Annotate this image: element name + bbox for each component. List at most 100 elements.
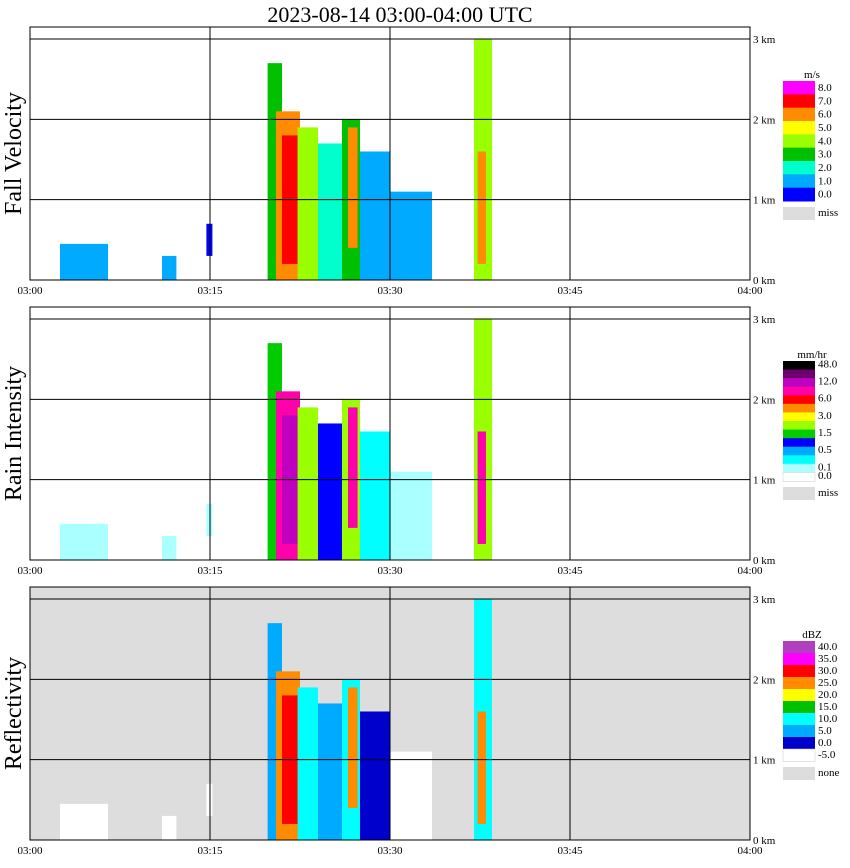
legend-swatch-1-2 <box>783 378 815 388</box>
data-cell-0-10 <box>360 151 390 280</box>
x-tick-label-2-4: 04:00 <box>737 845 763 857</box>
plot-frame-2 <box>29 586 751 841</box>
legend-label-2-2: 30.0 <box>818 665 838 677</box>
x-tick-label-0-0: 03:00 <box>17 285 43 297</box>
legend-label-2-6: 10.0 <box>818 713 838 725</box>
y-tick-label-2-2: 2 km <box>753 674 776 686</box>
legend-swatch-2-4 <box>783 689 815 702</box>
data-cell-1-1 <box>162 535 177 560</box>
legend-swatch-0-5 <box>783 147 815 162</box>
data-cell-2-0 <box>60 803 108 840</box>
legend-swatch-2-1 <box>783 653 815 666</box>
data-cell-2-2 <box>206 783 213 816</box>
legend-swatch-1-7 <box>783 421 815 431</box>
x-tick-label-1-0: 03:00 <box>17 565 43 577</box>
data-cell-0-11 <box>390 191 432 280</box>
legend-label-2-8: 0.0 <box>818 737 832 749</box>
data-cell-2-10 <box>360 711 390 840</box>
legend-swatch-0-4 <box>783 134 815 149</box>
data-cell-1-11 <box>390 471 432 560</box>
legend-label-2-0: 40.0 <box>818 641 838 653</box>
legend-label-1-2: 12.0 <box>818 376 838 388</box>
legend-swatch-1-1 <box>783 369 815 379</box>
legend-swatch-2-3 <box>783 677 815 690</box>
plot-frame-0 <box>29 26 751 281</box>
legend-label-1-10: 0.5 <box>818 444 832 456</box>
data-cell-0-13 <box>477 151 486 264</box>
legend-label-0-0: 8.0 <box>818 82 832 94</box>
x-tick-label-0-3: 03:45 <box>557 285 583 297</box>
legend-missing-swatch-2 <box>783 767 815 780</box>
legend-swatch-0-2 <box>783 107 815 122</box>
panel-ylabel-0: Fall Velocity <box>1 92 27 215</box>
legend-label-0-2: 6.0 <box>818 109 832 121</box>
x-tick-label-1-3: 03:45 <box>557 565 583 577</box>
data-cell-1-0 <box>60 523 108 560</box>
y-tick-label-2-3: 3 km <box>753 594 776 606</box>
legend-swatch-2-5 <box>783 701 815 714</box>
legend-swatch-0-1 <box>783 94 815 109</box>
legend-label-2-9: -5.0 <box>818 749 836 761</box>
x-tick-label-1-2: 03:30 <box>377 565 403 577</box>
y-tick-label-1-0: 0 km <box>753 555 776 567</box>
data-cell-1-10 <box>360 431 390 560</box>
y-tick-label-0-0: 0 km <box>753 275 776 287</box>
legend-unit-2: dBZ <box>802 629 822 641</box>
legend-missing-swatch-0 <box>783 207 815 220</box>
legend-label-0-1: 7.0 <box>818 95 832 107</box>
legend-swatch-2-8 <box>783 737 815 750</box>
data-cell-0-9 <box>348 127 358 248</box>
data-cell-2-1 <box>162 815 177 840</box>
legend-label-2-5: 15.0 <box>818 701 838 713</box>
legend-label-2-3: 25.0 <box>818 677 838 689</box>
legend-label-2-4: 20.0 <box>818 689 838 701</box>
data-cell-2-6 <box>297 687 318 840</box>
legend-label-2-1: 35.0 <box>818 653 838 665</box>
y-tick-label-2-1: 1 km <box>753 755 776 767</box>
y-tick-label-2-0: 0 km <box>753 835 776 847</box>
y-tick-label-1-1: 1 km <box>753 475 776 487</box>
legend-label-1-0: 48.0 <box>818 358 838 370</box>
legend-swatch-1-11 <box>783 455 815 465</box>
legend-missing-label-2: none <box>818 767 840 779</box>
legend-label-0-3: 5.0 <box>818 122 832 134</box>
y-tick-label-1-2: 2 km <box>753 394 776 406</box>
panel-ylabel-1: Rain Intensity <box>1 366 27 501</box>
legend-swatch-0-6 <box>783 161 815 175</box>
legend-missing-swatch-1 <box>783 487 815 500</box>
legend-missing-label-1: miss <box>818 487 838 499</box>
data-cell-0-6 <box>297 127 318 281</box>
data-cell-0-7 <box>318 143 342 280</box>
legend-missing-label-0: miss <box>818 207 838 219</box>
plot-frame-1 <box>29 306 751 561</box>
legend-label-0-4: 4.0 <box>818 135 832 147</box>
data-cell-1-6 <box>297 407 318 560</box>
y-tick-label-1-3: 3 km <box>753 314 776 326</box>
legend-swatch-1-9 <box>783 438 815 448</box>
x-tick-label-2-3: 03:45 <box>557 845 583 857</box>
data-cell-1-13 <box>477 431 486 544</box>
x-tick-label-0-1: 03:15 <box>197 285 223 297</box>
legend-swatch-1-0 <box>783 361 815 371</box>
legend-swatch-1-13 <box>782 472 816 482</box>
data-cell-2-7 <box>318 703 342 840</box>
legend-swatch-2-0 <box>783 641 815 654</box>
x-tick-label-0-2: 03:30 <box>377 285 403 297</box>
legend-swatch-2-6 <box>783 713 815 726</box>
legend-swatch-1-5 <box>783 403 815 413</box>
legend-swatch-1-10 <box>783 446 815 456</box>
y-tick-label-0-3: 3 km <box>753 34 776 46</box>
legend-unit-1: mm/hr <box>797 349 827 361</box>
legend-swatch-2-7 <box>783 725 815 738</box>
legend-label-2-7: 5.0 <box>818 725 832 737</box>
legend-swatch-1-6 <box>783 412 815 422</box>
x-tick-label-2-2: 03:30 <box>377 845 403 857</box>
data-cell-1-9 <box>348 407 358 528</box>
data-cell-1-2 <box>206 503 213 536</box>
legend-label-1-12: 0.1 <box>818 461 832 473</box>
panel-ylabel-2: Reflectivity <box>1 657 27 770</box>
y-tick-label-0-2: 2 km <box>753 114 776 126</box>
legend-swatch-0-8 <box>783 187 815 202</box>
legend-swatch-2-2 <box>783 665 815 678</box>
